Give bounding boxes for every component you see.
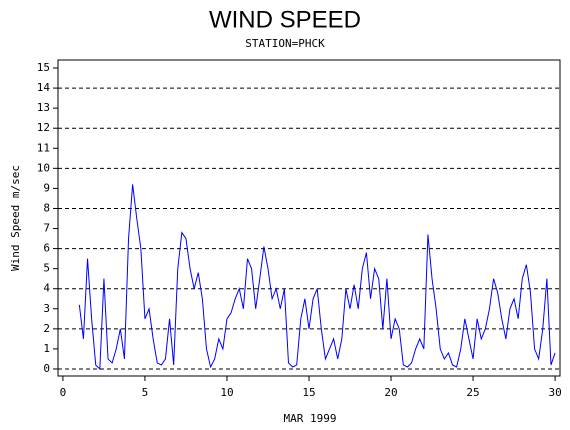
y-tick-label: 15: [37, 61, 50, 74]
y-tick-label: 6: [43, 242, 50, 255]
y-tick-label: 4: [43, 282, 50, 295]
y-tick-label: 9: [43, 181, 50, 194]
chart-title: WIND SPEED: [209, 6, 361, 33]
x-tick-label: 20: [384, 386, 397, 399]
y-tick-label: 11: [37, 141, 50, 154]
y-tick-label: 3: [43, 302, 50, 315]
x-tick-label: 25: [466, 386, 479, 399]
y-tick-label: 1: [43, 342, 50, 355]
y-tick-label: 2: [43, 322, 50, 335]
x-tick-label: 30: [548, 386, 561, 399]
x-tick-label: 10: [220, 386, 233, 399]
y-tick-label: 0: [43, 362, 50, 375]
y-axis-label: Wind Speed m/sec: [9, 165, 22, 271]
y-tick-label: 10: [37, 161, 50, 174]
x-tick-label: 15: [302, 386, 315, 399]
y-tick-label: 14: [37, 81, 51, 94]
y-tick-label: 5: [43, 262, 50, 275]
y-tick-label: 7: [43, 222, 50, 235]
wind-speed-line: [78, 184, 556, 371]
x-axis-label: MAR 1999: [284, 412, 337, 425]
x-tick-label: 5: [142, 386, 149, 399]
y-tick-label: 12: [37, 121, 50, 134]
x-tick-label: 0: [60, 386, 67, 399]
y-tick-label: 8: [43, 201, 50, 214]
chart-subtitle: STATION=PHCK: [245, 37, 325, 50]
y-tick-label: 13: [37, 101, 50, 114]
